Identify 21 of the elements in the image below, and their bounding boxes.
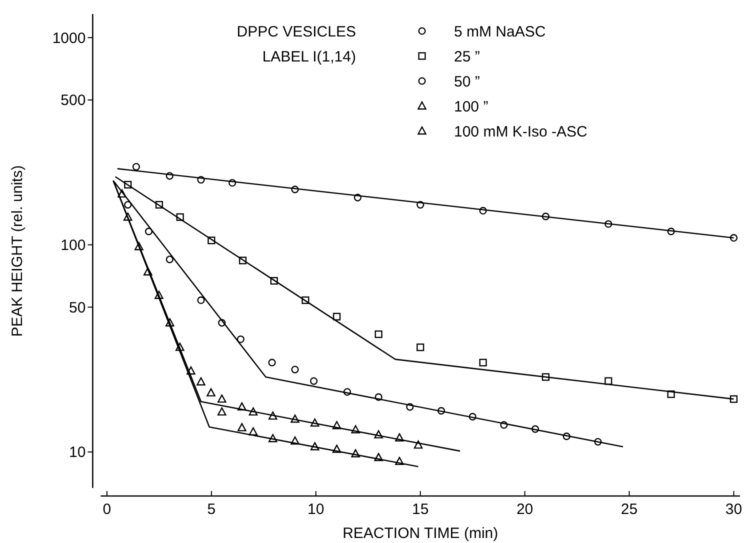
y-tick-label: 1000 (52, 30, 86, 47)
x-axis-title: REACTION TIME (min) (342, 525, 498, 542)
legend-label: 50 ” (454, 73, 480, 90)
x-tick-label: 5 (207, 501, 216, 518)
legend-label: 100 ” (454, 98, 488, 116)
x-tick-label: 20 (516, 501, 534, 518)
legend-label: 25 ” (454, 48, 480, 66)
x-tick-label: 30 (725, 501, 742, 518)
y-tick-label: 500 (60, 92, 86, 110)
annotation: LABEL I(1,14) (262, 48, 356, 66)
legend-label: 100 mM K-Iso -ASC (454, 123, 588, 140)
x-tick-label: 10 (308, 501, 324, 518)
legend-label: 5 mM NaASC (454, 23, 546, 40)
y-tick-label: 10 (69, 444, 86, 462)
x-tick-label: 0 (102, 501, 112, 518)
y-tick-label: 100 (60, 237, 86, 254)
annotation: DPPC VESICLES (236, 23, 356, 40)
y-axis-title: PEAK HEIGHT (rel. units) (9, 165, 26, 337)
y-tick-label: 50 (69, 299, 86, 316)
x-tick-label: 25 (620, 501, 638, 518)
x-tick-label: 15 (412, 501, 429, 518)
